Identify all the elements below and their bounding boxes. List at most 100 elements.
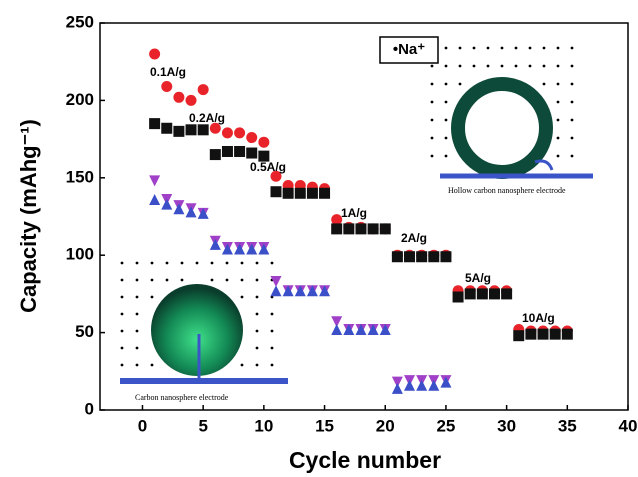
dot: [240, 278, 244, 282]
rate-label: 0.2A/g: [189, 111, 225, 125]
dot: [444, 154, 448, 158]
dot: [240, 363, 244, 367]
dot: [150, 261, 154, 265]
point: [355, 324, 367, 336]
dot: [430, 136, 434, 140]
dot: [500, 46, 504, 50]
point: [149, 193, 161, 205]
dot: [444, 64, 448, 68]
dot: [528, 64, 532, 68]
y-axis-title: Capacity (mAhg⁻¹): [16, 119, 41, 313]
dot: [225, 261, 229, 265]
rate-label: 5A/g: [465, 271, 491, 285]
x-axis-title: Cycle number: [289, 447, 441, 473]
dot: [120, 329, 124, 333]
dot: [444, 136, 448, 140]
x-tick-label: 0: [138, 416, 147, 435]
point: [221, 127, 233, 139]
point: [270, 276, 282, 288]
point: [343, 223, 355, 235]
rate-label: 1A/g: [341, 206, 367, 220]
dot: [255, 261, 259, 265]
point: [391, 382, 403, 394]
point: [391, 376, 403, 388]
dot: [444, 46, 448, 50]
dot: [570, 136, 574, 140]
point: [185, 94, 197, 106]
solid-sphere: [151, 284, 243, 376]
legend-box: [379, 36, 439, 64]
point: [197, 207, 209, 219]
point: [234, 127, 246, 139]
dot: [430, 64, 434, 68]
dot: [458, 46, 462, 50]
dot: [150, 363, 154, 367]
point: [209, 149, 221, 161]
point: [173, 91, 185, 103]
dot: [150, 278, 154, 282]
point: [428, 251, 440, 263]
x-tick-label: 5: [198, 416, 207, 435]
dot: [255, 295, 259, 299]
dot: [240, 261, 244, 265]
point: [367, 223, 379, 235]
dot: [255, 312, 259, 316]
y-tick-label: 150: [66, 167, 94, 186]
point: [319, 285, 331, 297]
point: [161, 80, 173, 92]
dot: [135, 329, 139, 333]
dot: [225, 278, 229, 282]
point: [404, 379, 416, 391]
dot: [135, 312, 139, 316]
x-tick-label: 40: [619, 416, 638, 435]
point: [306, 285, 318, 297]
x-tick-label: 10: [254, 416, 273, 435]
x-tick-label: 35: [558, 416, 577, 435]
point: [355, 223, 367, 235]
dot: [210, 278, 214, 282]
dot: [120, 261, 124, 265]
dot: [570, 82, 574, 86]
y-tick-label: 50: [75, 322, 94, 341]
point: [331, 324, 343, 336]
point: [331, 214, 343, 226]
rate-label: 10A/g: [522, 311, 555, 325]
dot: [255, 346, 259, 350]
point: [476, 288, 488, 300]
x-tick-label: 20: [376, 416, 395, 435]
point: [234, 243, 246, 255]
dot: [270, 346, 274, 350]
point: [319, 187, 331, 199]
point: [173, 125, 185, 137]
point: [149, 175, 161, 187]
dot: [135, 363, 139, 367]
point: [185, 124, 197, 136]
dot: [255, 278, 259, 282]
point: [197, 84, 209, 96]
dot: [430, 118, 434, 122]
dot: [556, 82, 560, 86]
dot: [135, 295, 139, 299]
dot-pattern: [120, 261, 274, 367]
point: [452, 291, 464, 303]
point: [416, 379, 428, 391]
point: [306, 187, 318, 199]
point: [270, 285, 282, 297]
dot: [556, 154, 560, 158]
dot-pattern: [430, 46, 574, 158]
legend-label: •Na⁺: [393, 41, 425, 58]
point: [513, 330, 525, 342]
dot: [570, 100, 574, 104]
dot: [528, 46, 532, 50]
point: [270, 170, 282, 182]
y-tick-label: 200: [66, 90, 94, 109]
dot: [556, 100, 560, 104]
point: [221, 243, 233, 255]
dot: [444, 82, 448, 86]
dot: [120, 346, 124, 350]
dot: [472, 64, 476, 68]
point: [234, 145, 246, 157]
point: [501, 288, 513, 300]
point: [525, 328, 537, 340]
dot: [430, 100, 434, 104]
